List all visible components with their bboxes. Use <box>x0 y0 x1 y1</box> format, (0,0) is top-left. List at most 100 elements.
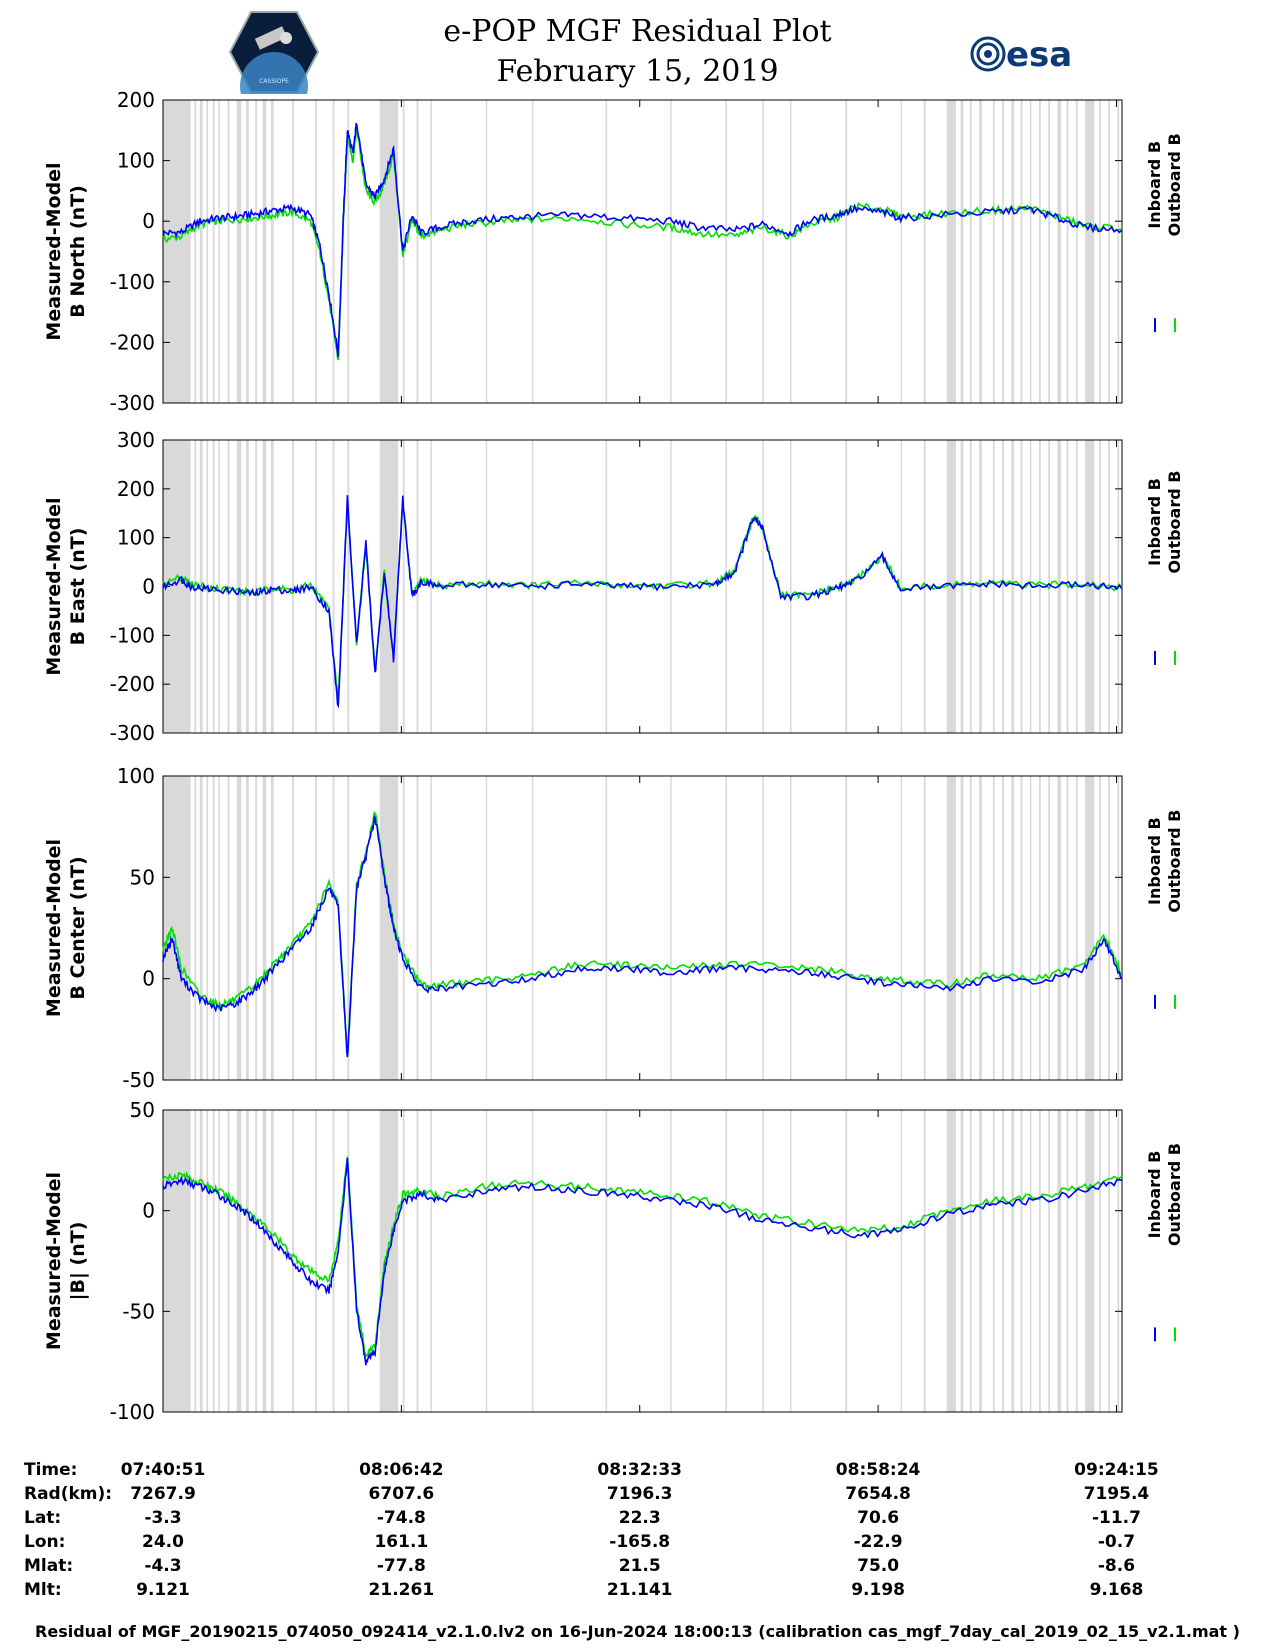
data-gap-band <box>194 100 197 403</box>
data-gap-band <box>979 1110 982 1412</box>
legend-inboard: Inboard B <box>1145 478 1164 566</box>
data-gap-band <box>194 440 197 733</box>
data-gap-band <box>1066 776 1069 1080</box>
data-gap-band <box>531 1110 534 1412</box>
data-gap-band <box>255 776 258 1080</box>
data-gap-band <box>199 100 203 403</box>
info-cell: 08:32:33 <box>597 1460 682 1480</box>
footer-note: Residual of MGF_20190215_074050_092414_v… <box>35 1622 1240 1641</box>
info-cell: -8.6 <box>1097 1556 1136 1576</box>
y-tick-label: -100 <box>110 623 155 647</box>
info-cell: 9.198 <box>851 1580 905 1600</box>
esa-logo: esa <box>970 35 1072 75</box>
y-tick-label: 50 <box>130 865 155 889</box>
panel-3: 100 50 0 -50 Measured-Model B Center (nT) Inbo… <box>43 764 1184 1092</box>
plot-date: February 15, 2019 <box>496 54 779 89</box>
data-gap-band <box>416 1110 419 1412</box>
info-cell: -3.3 <box>144 1508 182 1528</box>
y-axis-label: Measured-Model <box>43 1172 65 1350</box>
data-gap-band <box>1011 1110 1015 1412</box>
data-gap-band <box>236 440 242 733</box>
data-gap-band <box>725 776 727 1080</box>
data-gap-band <box>1039 1110 1041 1412</box>
data-gap-band <box>194 776 197 1080</box>
data-gap-band <box>1108 100 1111 403</box>
info-cell: 7267.9 <box>130 1484 196 1504</box>
legend-outboard: Outboard B <box>1165 810 1184 913</box>
data-gap-band <box>762 440 764 733</box>
data-gap-band <box>605 1110 608 1412</box>
data-gap-band <box>605 440 608 733</box>
data-gap-band <box>1098 776 1101 1080</box>
inboard-series-line <box>162 1157 1123 1366</box>
data-gap-band <box>270 440 274 733</box>
y-tick-label: 0 <box>142 967 155 991</box>
data-gap-band <box>236 1110 242 1412</box>
data-gap-band <box>292 776 294 1080</box>
info-cell: 21.141 <box>606 1580 673 1600</box>
outboard-series-line <box>162 502 1123 706</box>
data-gap-band <box>270 776 274 1080</box>
data-gap-band <box>199 1110 203 1412</box>
data-gap-band <box>790 776 792 1080</box>
data-gap-band <box>969 440 972 733</box>
data-gap-band <box>402 440 405 733</box>
plot-frame <box>162 99 1123 404</box>
data-gap-band <box>946 100 957 403</box>
info-row-label: Lon: <box>24 1532 66 1552</box>
data-gap-band <box>227 1110 230 1412</box>
data-gap-band <box>725 440 727 733</box>
data-gap-band <box>762 776 764 1080</box>
data-gap-band <box>199 776 203 1080</box>
data-gap-band <box>1075 100 1078 403</box>
info-cell: 6707.6 <box>368 1484 435 1504</box>
info-cell: 08:58:24 <box>835 1460 921 1480</box>
y-tick-label: 0 <box>142 209 155 233</box>
y-tick-label: -100 <box>110 1400 155 1424</box>
data-gap-band <box>1108 440 1111 733</box>
data-gap-band <box>1048 100 1051 403</box>
legend-inboard: Inboard B <box>1145 1151 1164 1239</box>
data-gap-band <box>900 776 903 1080</box>
data-gap-band <box>1039 100 1041 403</box>
info-cell: 9.121 <box>136 1580 190 1600</box>
data-gap-band <box>163 776 191 1080</box>
data-gap-band <box>1011 440 1015 733</box>
data-gap-band <box>163 100 191 403</box>
y-tick-label: -50 <box>122 1299 155 1323</box>
data-gap-band <box>245 100 249 403</box>
data-gap-band <box>255 100 258 403</box>
data-gap-band <box>923 100 926 403</box>
data-gap-band <box>1002 776 1004 1080</box>
y-tick-label: 100 <box>117 149 155 173</box>
data-gap-band <box>923 776 926 1080</box>
info-cell: -4.3 <box>144 1556 182 1576</box>
data-gap-band <box>1011 776 1015 1080</box>
data-gap-band <box>1011 100 1015 403</box>
data-gap-band <box>379 1110 399 1412</box>
y-tick-label: -200 <box>110 672 155 696</box>
info-cell: 24.0 <box>142 1532 184 1552</box>
data-gap-band <box>670 1110 672 1412</box>
legend-outboard: Outboard B <box>1165 1143 1184 1246</box>
data-gap-band <box>1108 776 1111 1080</box>
data-gap-band <box>270 1110 274 1412</box>
data-gap-band <box>946 1110 957 1412</box>
y-axis-label: B East (nT) <box>67 528 89 646</box>
orbit-info-table: Time: Rad(km): Lat: Lon: Mlat: Mlt: 07:40:51 7… <box>0 1456 1275 1636</box>
y-tick-label: 300 <box>117 428 155 452</box>
info-cell: -165.8 <box>609 1532 671 1552</box>
data-gap-band <box>1075 1110 1078 1412</box>
data-gap-band <box>1057 100 1062 403</box>
data-gap-band <box>379 776 399 1080</box>
info-cell: -77.8 <box>376 1556 426 1576</box>
data-gap-band <box>485 776 488 1080</box>
data-gap-band <box>218 440 220 733</box>
info-cell: 75.0 <box>857 1556 900 1576</box>
data-gap-band <box>1066 1110 1069 1412</box>
data-gap-band <box>315 440 317 733</box>
data-gap-band <box>960 1110 964 1412</box>
data-gap-band <box>206 100 209 403</box>
svg-text:CASSIOPE: CASSIOPE <box>259 78 289 85</box>
